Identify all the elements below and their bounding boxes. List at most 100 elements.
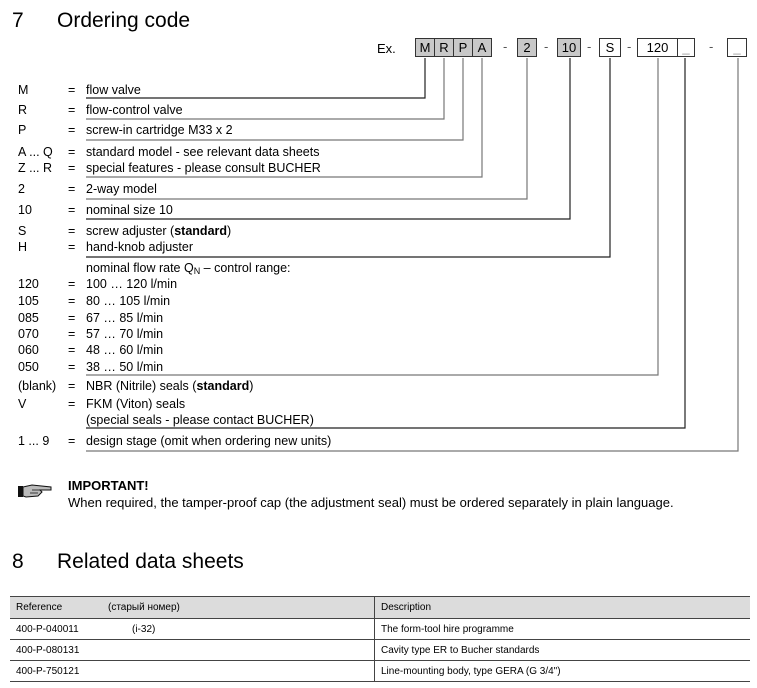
row-equals: =	[68, 83, 76, 97]
description-text: 100 … 120 l/min	[86, 277, 178, 291]
description-text: 2-way model	[86, 182, 157, 196]
row-description: 80 … 105 l/min	[86, 294, 170, 309]
row-code: Z ... R	[18, 161, 53, 175]
description-text: standard model - see relevant data sheet…	[86, 145, 320, 159]
reference-cell: 400-P-080131	[10, 639, 102, 661]
description-text: NBR (Nitrile) seals (	[86, 379, 197, 393]
description-text: nominal flow rate Q	[86, 261, 194, 275]
row-code: 2	[18, 182, 25, 196]
reference-cell: 400-P-750121	[10, 660, 102, 682]
description-suffix: – control range:	[200, 261, 291, 275]
row-code: (blank)	[18, 379, 57, 393]
header-reference: Reference	[10, 596, 102, 619]
section-number: 8	[12, 550, 24, 573]
row-equals: =	[68, 343, 76, 357]
row-equals: =	[68, 203, 76, 217]
description-text: FKM (Viton) seals	[86, 397, 186, 411]
important-title: IMPORTANT!	[68, 478, 149, 493]
description-text: 48 … 60 l/min	[86, 343, 164, 357]
row-code: S	[18, 224, 27, 238]
code-box-design: _	[727, 38, 747, 57]
row-code: 050	[18, 360, 39, 374]
row-description: nominal flow rate QN – control range:	[86, 261, 291, 279]
row-description: 2-way model	[86, 182, 157, 197]
row-code: 1 ... 9	[18, 434, 50, 448]
row-description: nominal size 10	[86, 203, 173, 218]
row-equals: =	[68, 277, 76, 291]
description-text: 80 … 105 l/min	[86, 294, 171, 308]
code-box-seal: _	[677, 38, 695, 57]
row-description: special features - please consult BUCHER	[86, 161, 321, 176]
separator: -	[503, 39, 508, 54]
row-equals: =	[68, 123, 76, 137]
description-text: 67 … 85 l/min	[86, 311, 164, 325]
row-code: V	[18, 397, 27, 411]
row-code: A ... Q	[18, 145, 53, 159]
row-equals: =	[68, 327, 76, 341]
description-text: 57 … 70 l/min	[86, 327, 164, 341]
row-code: 060	[18, 343, 39, 357]
bold-text: standard	[196, 379, 250, 393]
description-text: flow-control valve	[86, 103, 183, 117]
row-equals: =	[68, 360, 76, 374]
code-box-p: P	[453, 38, 473, 57]
description-text: screw adjuster (	[86, 224, 175, 238]
old-number-cell: (i-32)	[102, 618, 375, 640]
description-cell: Line-mounting body, type GERA (G 3/4")	[374, 660, 750, 682]
row-description: 57 … 70 l/min	[86, 327, 163, 342]
row-code: 10	[18, 203, 32, 217]
section-title: Related data sheets	[57, 550, 244, 573]
description-text: (special seals - please contact BUCHER)	[86, 413, 314, 427]
code-box-r: R	[434, 38, 454, 57]
description-text: design stage (omit when ordering new uni…	[86, 434, 332, 448]
header-description: Description	[374, 596, 750, 619]
row-code: R	[18, 103, 28, 117]
description-text: special features - please consult BUCHER	[86, 161, 321, 175]
separator: -	[627, 39, 632, 54]
row-description: flow valve	[86, 83, 141, 98]
description-text: flow valve	[86, 83, 141, 97]
row-description: hand-knob adjuster	[86, 240, 193, 255]
table-row: 400-P-750121 Line-mounting body, type GE…	[10, 660, 750, 682]
separator: -	[709, 39, 714, 54]
description-text: hand-knob adjuster	[86, 240, 194, 254]
description-text: screw-in cartridge M33 x 2	[86, 123, 233, 137]
row-description: 38 … 50 l/min	[86, 360, 163, 375]
row-equals: =	[68, 103, 76, 117]
row-description: screw adjuster (standard)	[86, 224, 231, 239]
row-code: M	[18, 83, 29, 97]
description-cell: Cavity type ER to Bucher standards	[374, 639, 750, 661]
row-code: 070	[18, 327, 39, 341]
row-equals: =	[68, 379, 76, 393]
row-code: P	[18, 123, 27, 137]
description-cell: The form-tool hire programme	[374, 618, 750, 640]
section-number: 7	[12, 9, 24, 32]
subscript: N	[193, 266, 201, 276]
row-description: FKM (Viton) seals	[86, 397, 185, 412]
table-header: Reference (старый номер) Description	[10, 596, 750, 619]
code-box-2: 2	[517, 38, 537, 57]
row-description: 48 … 60 l/min	[86, 343, 163, 358]
table-row: 400-P-080131 Cavity type ER to Bucher st…	[10, 639, 750, 661]
row-code: H	[18, 240, 28, 254]
row-equals: =	[68, 224, 76, 238]
row-code: 120	[18, 277, 39, 291]
connector-lines	[86, 58, 739, 452]
old-number-cell	[102, 660, 375, 682]
row-description: screw-in cartridge M33 x 2	[86, 123, 233, 138]
row-description: flow-control valve	[86, 103, 183, 118]
description-text: nominal size 10	[86, 203, 173, 217]
description-suffix: )	[227, 224, 232, 238]
separator: -	[544, 39, 549, 54]
row-description: (special seals - please contact BUCHER)	[86, 413, 314, 428]
row-code: 085	[18, 311, 39, 325]
row-description: design stage (omit when ordering new uni…	[86, 434, 331, 449]
row-equals: =	[68, 145, 76, 159]
row-description: 67 … 85 l/min	[86, 311, 163, 326]
code-box-a: A	[472, 38, 492, 57]
reference-cell: 400-P-040011	[10, 618, 102, 640]
bold-text: standard	[174, 224, 228, 238]
code-box-10: 10	[557, 38, 581, 57]
row-equals: =	[68, 294, 76, 308]
